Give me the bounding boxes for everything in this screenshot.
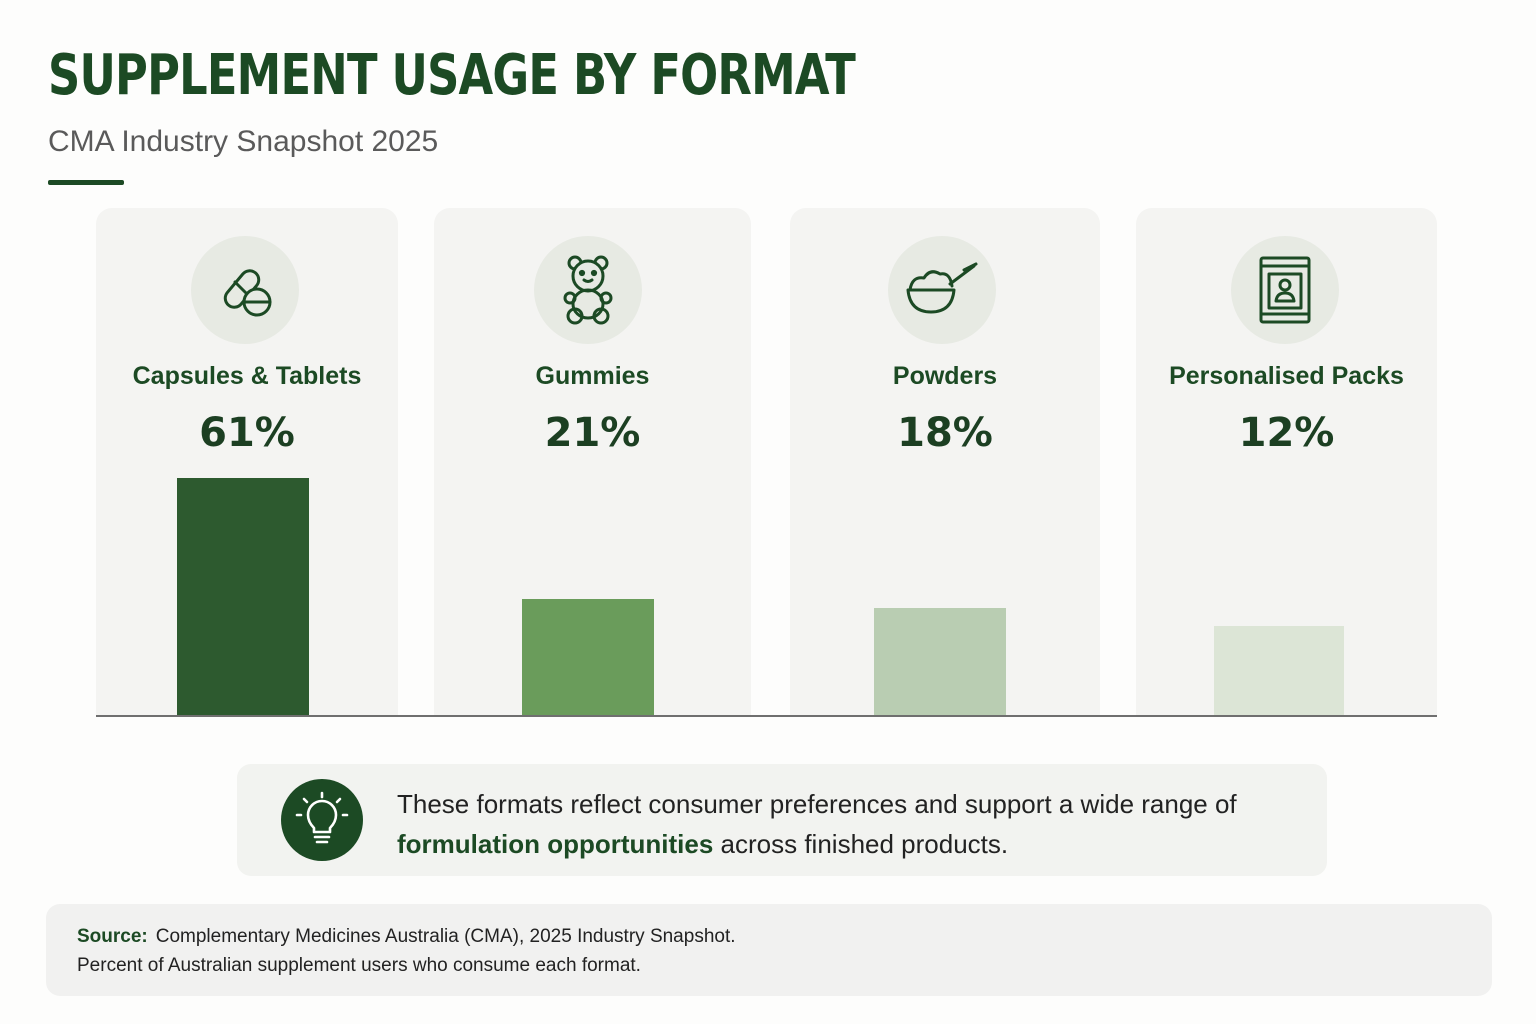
insight-text: These formats reflect consumer preferenc… [397, 784, 1277, 864]
bar-label: Personalised Packs [1169, 362, 1404, 390]
source-citation-line: Source: Complementary Medicines Australia… [77, 926, 736, 948]
powder-bowl-scoop-icon [906, 262, 978, 314]
bar-powders [874, 607, 1006, 716]
icon-badge [534, 236, 642, 344]
bar-value-label: 61% [199, 410, 295, 456]
insight-callout: These formats reflect consumer preferenc… [237, 764, 1327, 876]
insight-highlight: formulation opportunities [397, 829, 714, 859]
bar-label: Gummies [535, 362, 650, 390]
source-footer: Source: Complementary Medicines Australia… [46, 904, 1492, 996]
bar-value-label: 18% [897, 410, 993, 456]
personalised-pack-icon [1259, 256, 1311, 324]
bar-personalised-packs [1214, 626, 1344, 716]
source-label: Source: [77, 926, 148, 947]
icon-badge [1231, 236, 1339, 344]
gummy-bear-icon [563, 255, 613, 325]
lightbulb-icon [295, 791, 349, 844]
bar-label: Powders [892, 362, 998, 390]
pill-capsule-icon [223, 269, 272, 317]
title-underline [48, 180, 124, 185]
icon-badge [888, 236, 996, 344]
insight-text-start: These formats reflect consumer preferenc… [397, 789, 1237, 819]
chart-baseline [96, 715, 1437, 717]
source-citation: Complementary Medicines Australia (CMA),… [155, 926, 736, 947]
bar-label: Capsules & Tablets [132, 362, 362, 390]
bar-value-label: 12% [1238, 410, 1335, 456]
icon-badge [191, 236, 299, 344]
page-subtitle: CMA Industry Snapshot 2025 [48, 125, 439, 158]
bar-capsules-tablets [177, 478, 309, 716]
insight-text-end: across finished products. [713, 829, 1009, 859]
source-note: Percent of Australian supplement users w… [77, 955, 641, 976]
bar-gummies [522, 598, 654, 716]
insight-badge [281, 779, 363, 861]
bar-value-label: 21% [544, 410, 641, 456]
page-title: SUPPLEMENT USAGE BY FORMAT [48, 43, 856, 108]
